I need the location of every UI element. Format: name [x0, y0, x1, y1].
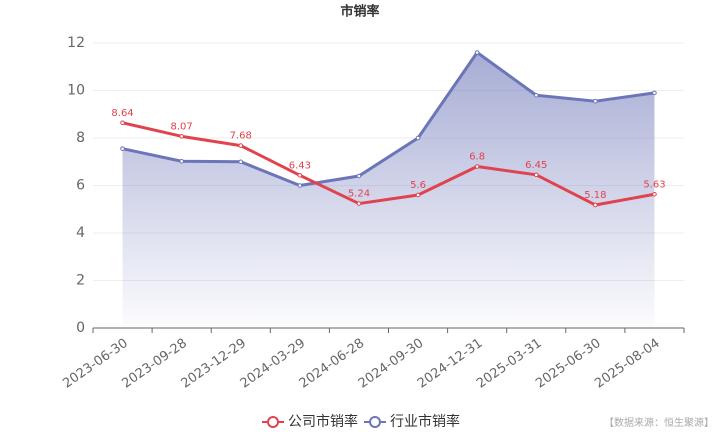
y-tick-label: 8 [76, 130, 85, 146]
y-tick-label: 6 [76, 178, 85, 194]
point [179, 158, 184, 164]
point [533, 92, 539, 98]
value-label: 5.63 [643, 179, 665, 190]
point [120, 146, 125, 151]
point [415, 135, 421, 141]
point [356, 173, 362, 179]
area [122, 52, 655, 328]
point [297, 183, 303, 188]
point [415, 192, 421, 198]
value-label: 6.8 [469, 152, 485, 163]
value-label: 5.24 [348, 189, 370, 200]
legend-label: 公司市销率 [288, 413, 358, 430]
y-tick-label: 4 [76, 225, 85, 241]
line [122, 121, 655, 207]
value-label: 6.45 [525, 160, 547, 171]
source-note: 【数据来源：恒生聚源】 [604, 416, 714, 429]
point [593, 202, 598, 208]
x-tick-label: 2023-09-28 [119, 336, 190, 392]
value-label: 5.6 [410, 180, 426, 191]
y-tick-label: 10 [67, 83, 85, 99]
point [179, 134, 184, 139]
point [356, 201, 362, 206]
point [120, 120, 125, 126]
value-label: 8.64 [111, 108, 133, 119]
value-label: 6.43 [289, 160, 311, 171]
legend-marker [369, 416, 381, 428]
line [122, 51, 655, 187]
y-tick-label: 12 [67, 35, 85, 51]
x-tick-label: 2024-03-29 [238, 336, 309, 392]
x-tick-label: 2023-12-29 [179, 336, 250, 392]
legend-item: 公司市销率 [262, 413, 358, 430]
legend-label: 行业市销率 [390, 413, 460, 430]
y-tick-label: 2 [76, 273, 85, 289]
x-tick-label: 2024-06-28 [297, 336, 368, 392]
legend-marker [267, 416, 279, 428]
point [238, 143, 244, 148]
point [593, 98, 598, 104]
x-tick-label: 2025-08-04 [592, 336, 663, 392]
point [474, 50, 480, 55]
x-tick-label: 2025-03-31 [474, 336, 545, 392]
value-label: 5.18 [584, 190, 606, 201]
x-tick-label: 2025-06-30 [533, 336, 604, 392]
x-tick-label: 2023-06-30 [60, 336, 131, 392]
value-label: 7.68 [230, 131, 252, 142]
point [652, 90, 657, 96]
legend-item: 行业市销率 [364, 413, 460, 430]
chart-title: 市销率 [340, 4, 379, 20]
x-tick-label: 2024-09-30 [356, 336, 427, 392]
point [533, 172, 539, 178]
point [238, 159, 244, 165]
value-label: 8.07 [171, 121, 193, 132]
x-tick-label: 2024-12-31 [415, 336, 486, 392]
point [474, 164, 480, 169]
point [652, 191, 657, 197]
y-tick-label: 0 [76, 320, 85, 336]
point [297, 172, 303, 178]
